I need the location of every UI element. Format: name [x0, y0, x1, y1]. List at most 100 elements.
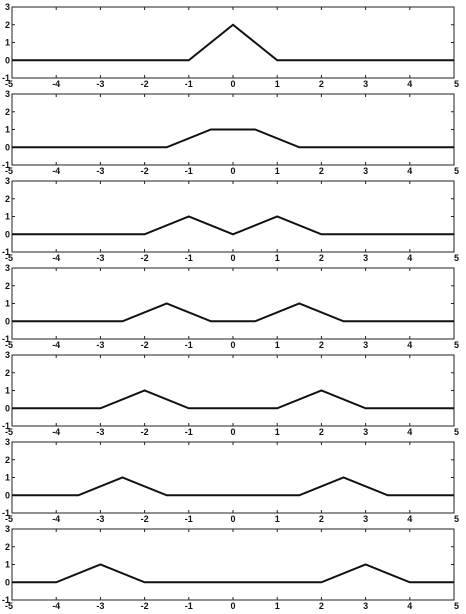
x-tick-label: -1: [185, 166, 193, 176]
x-tick-label: -3: [96, 79, 104, 89]
x-tick-label: -4: [52, 340, 60, 350]
y-tick-label: 2: [5, 107, 10, 117]
y-tick-label: 3: [5, 437, 10, 447]
x-tick-label: 2: [319, 340, 324, 350]
series-line: [12, 128, 454, 149]
x-tick-label: -3: [96, 514, 104, 524]
x-tick-label: 1: [275, 514, 280, 524]
x-tick-label: -5: [5, 79, 13, 89]
y-tick-label: 1: [5, 125, 10, 135]
y-tick-label: 1: [5, 386, 10, 396]
x-tick-label: -1: [185, 601, 193, 611]
y-tick-label: 3: [5, 89, 10, 99]
series-line: [12, 215, 454, 236]
x-tick-label: 5: [454, 166, 459, 176]
x-tick-label: -1: [185, 79, 193, 89]
x-tick-label: 2: [319, 427, 324, 437]
x-tick-label: -1: [185, 340, 193, 350]
x-tick-label: 1: [275, 427, 280, 437]
x-tick-label: -2: [141, 427, 149, 437]
x-tick-label: -5: [5, 601, 13, 611]
y-tick-label: 0: [5, 403, 10, 413]
x-tick-label: 0: [230, 514, 235, 524]
y-tick-label: 2: [5, 368, 10, 378]
y-tick-label: 1: [5, 299, 10, 309]
y-tick-label: 2: [5, 20, 10, 30]
x-tick-label: -2: [141, 79, 149, 89]
y-tick-label: -1: [2, 247, 10, 257]
axes-frame: [11, 441, 455, 514]
x-tick-label: 1: [275, 166, 280, 176]
series-line: [12, 23, 454, 62]
chart-panel-7: -5 -4 -3 -2 -1 0 1 2 3 4 5 -1 0 1 2 3: [2, 524, 459, 611]
y-tick-label: -1: [2, 508, 10, 518]
x-tick-label: 0: [230, 601, 235, 611]
y-tick-label: 0: [5, 316, 10, 326]
x-tick-label: -3: [96, 601, 104, 611]
chart-panel-4: -5 -4 -3 -2 -1 0 1 2 3 4 5 -1 0 1 2 3: [2, 263, 459, 350]
x-tick-label: 1: [275, 253, 280, 263]
x-tick-label: 1: [275, 79, 280, 89]
x-tick-label: -1: [185, 253, 193, 263]
y-tick-label: 3: [5, 263, 10, 273]
x-tick-label: -5: [5, 427, 13, 437]
x-tick-label: 2: [319, 601, 324, 611]
x-tick-label: 4: [407, 79, 412, 89]
x-tick-label: 0: [230, 253, 235, 263]
series-line: [12, 476, 454, 497]
x-tick-label: -4: [52, 166, 60, 176]
x-tick-label: -5: [5, 340, 13, 350]
x-tick-label: 3: [363, 166, 368, 176]
x-tick-label: 5: [454, 514, 459, 524]
x-tick-label: -2: [141, 514, 149, 524]
axes-frame: [11, 528, 455, 601]
chart-panel-3: -5 -4 -3 -2 -1 0 1 2 3 4 5 -1 0 1 2 3: [2, 176, 459, 263]
chart-panel-2: -5 -4 -3 -2 -1 0 1 2 3 4 5 -1 0 1 2 3: [2, 89, 459, 176]
y-tick-label: 1: [5, 560, 10, 570]
y-tick-label: -1: [2, 160, 10, 170]
y-tick-label: 2: [5, 542, 10, 552]
y-tick-label: 3: [5, 2, 10, 12]
x-tick-label: 4: [407, 340, 412, 350]
x-tick-label: 3: [363, 253, 368, 263]
axes-frame: [11, 267, 455, 340]
x-tick-label: 3: [363, 601, 368, 611]
x-tick-label: 3: [363, 340, 368, 350]
y-tick-label: 1: [5, 212, 10, 222]
x-tick-label: -2: [141, 253, 149, 263]
x-tick-label: -5: [5, 253, 13, 263]
x-tick-label: 0: [230, 340, 235, 350]
series-line: [12, 563, 454, 584]
x-tick-label: 3: [363, 514, 368, 524]
y-tick-label: 1: [5, 473, 10, 483]
x-tick-label: -4: [52, 253, 60, 263]
axes-frame: [11, 6, 455, 79]
y-tick-label: 0: [5, 55, 10, 65]
x-tick-label: -5: [5, 514, 13, 524]
x-tick-label: 5: [454, 601, 459, 611]
axes-frame: [11, 354, 455, 427]
y-tick-label: -1: [2, 334, 10, 344]
x-tick-label: 3: [363, 79, 368, 89]
x-tick-label: 4: [407, 601, 412, 611]
chart-panel-5: -5 -4 -3 -2 -1 0 1 2 3 4 5 -1 0 1 2 3: [2, 350, 459, 437]
series-line: [12, 302, 454, 323]
x-tick-label: 2: [319, 79, 324, 89]
x-tick-label: -3: [96, 427, 104, 437]
x-tick-label: 1: [275, 340, 280, 350]
x-tick-label: -4: [52, 601, 60, 611]
x-tick-label: -3: [96, 166, 104, 176]
y-tick-label: 0: [5, 577, 10, 587]
y-tick-label: 2: [5, 281, 10, 291]
x-tick-label: 1: [275, 601, 280, 611]
chart-panel-6: -5 -4 -3 -2 -1 0 1 2 3 4 5 -1 0 1 2 3: [2, 437, 459, 524]
x-tick-label: 5: [454, 79, 459, 89]
x-tick-label: 4: [407, 166, 412, 176]
x-tick-label: -4: [52, 427, 60, 437]
y-tick-label: 3: [5, 524, 10, 534]
x-tick-label: -1: [185, 427, 193, 437]
x-tick-label: -4: [52, 79, 60, 89]
y-tick-label: -1: [2, 73, 10, 83]
y-tick-label: 0: [5, 229, 10, 239]
